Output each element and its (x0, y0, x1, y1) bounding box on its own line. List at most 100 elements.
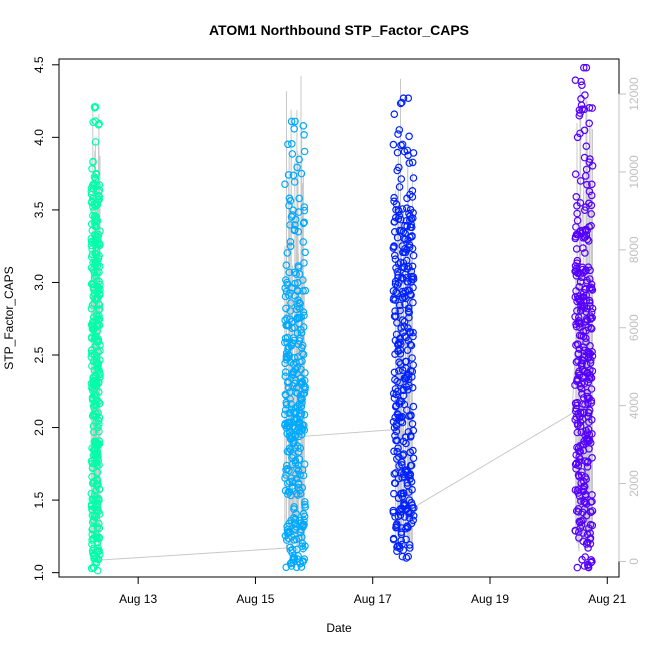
data-point (282, 261, 291, 270)
data-point (93, 476, 102, 485)
y-axis-label: STP_Factor_CAPS (2, 266, 16, 369)
data-point (574, 349, 583, 358)
data-point (94, 313, 102, 321)
data-point (92, 218, 101, 226)
data-point (588, 367, 597, 375)
data-point (286, 242, 295, 251)
data-point (299, 323, 308, 331)
data-point (578, 105, 586, 114)
data-point (391, 296, 400, 304)
data-point (298, 483, 307, 492)
data-point (402, 439, 410, 448)
x-tick-label: Aug 15 (236, 592, 274, 606)
data-point (409, 298, 417, 307)
data-point (285, 466, 293, 475)
data-point (94, 191, 103, 200)
data-point (403, 371, 411, 380)
data-point (292, 383, 301, 392)
data-point (300, 460, 309, 469)
data-point (584, 323, 592, 332)
data-point (579, 244, 587, 252)
data-point (392, 264, 400, 272)
data-point (407, 291, 415, 299)
data-point (95, 388, 103, 396)
data-point (391, 307, 399, 315)
data-points-layer (87, 63, 597, 575)
data-point (588, 497, 596, 506)
data-point (584, 457, 592, 466)
data-point (300, 426, 309, 434)
data-point (93, 538, 102, 547)
data-point (399, 391, 408, 400)
data-point (300, 218, 309, 227)
data-point (290, 178, 299, 186)
data-point (96, 550, 104, 559)
data-point (588, 521, 597, 530)
data-point (587, 323, 595, 332)
data-point (301, 542, 309, 550)
data-point (301, 503, 310, 511)
data-point (300, 259, 308, 267)
data-point (392, 427, 401, 436)
data-point (290, 125, 299, 133)
data-point (586, 155, 594, 163)
data-point (296, 334, 304, 342)
data-point (588, 557, 596, 566)
data-point (407, 373, 416, 381)
data-point (408, 232, 416, 240)
data-point (399, 546, 408, 554)
data-point (290, 503, 298, 511)
data-point (291, 459, 300, 468)
data-point (576, 199, 585, 207)
data-point (295, 155, 303, 164)
data-point (284, 322, 293, 330)
data-point (576, 408, 585, 417)
data-point (588, 286, 597, 294)
data-point (402, 535, 410, 544)
data-point (587, 285, 596, 293)
data-point (92, 212, 100, 221)
right-y-tick-label: 2000 (627, 470, 641, 497)
x-tick-label: Aug 19 (471, 592, 509, 606)
data-point (286, 221, 294, 229)
data-point (408, 485, 416, 494)
data-point (586, 529, 595, 537)
data-point (582, 308, 590, 316)
data-point (299, 390, 308, 398)
data-point (284, 171, 293, 179)
data-point (409, 328, 417, 337)
data-point (294, 466, 303, 475)
data-point (408, 262, 417, 271)
data-point (91, 103, 100, 111)
data-point (91, 174, 100, 183)
data-point (583, 458, 591, 467)
data-point (587, 180, 596, 189)
data-point (584, 237, 593, 245)
data-point (95, 519, 103, 528)
y-tick-label: 3.0 (32, 274, 46, 291)
data-point (409, 149, 418, 157)
y-tick-label: 1.5 (32, 491, 46, 508)
data-point (297, 402, 306, 411)
data-point (397, 340, 405, 349)
data-point (281, 180, 289, 189)
data-point (394, 444, 402, 453)
right-y-tick-label: 0 (627, 558, 641, 565)
data-point (409, 454, 418, 463)
data-point (284, 383, 293, 392)
data-point (95, 277, 103, 286)
data-point (587, 399, 596, 407)
data-point (90, 269, 99, 277)
data-point (299, 471, 308, 480)
data-point (582, 291, 591, 299)
right-y-tick-label: 10000 (627, 155, 641, 189)
data-point (404, 94, 413, 103)
data-point (301, 286, 310, 295)
data-point (403, 222, 412, 231)
data-point (409, 402, 418, 411)
data-point (287, 299, 295, 307)
data-point (588, 507, 597, 515)
data-point (586, 539, 595, 548)
data-point (283, 278, 291, 287)
